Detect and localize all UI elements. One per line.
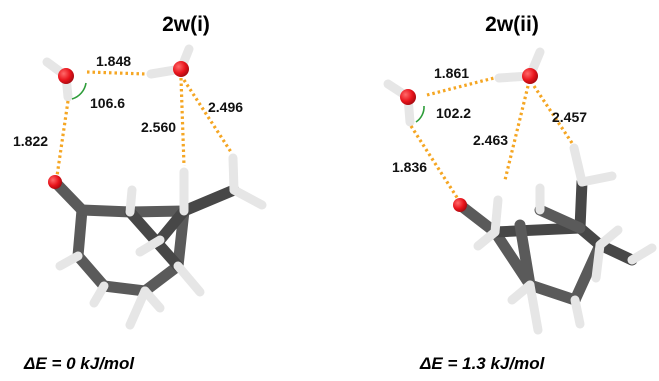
angle-label: 106.6 <box>90 95 125 111</box>
distance-label-o-h: 1.848 <box>96 53 131 69</box>
hydrogen-bonds <box>409 76 574 200</box>
water-left <box>383 79 416 127</box>
hydrogen-atoms <box>473 143 657 335</box>
hydroxyl-oxygen <box>48 175 62 189</box>
distance-label-oh-o: 1.836 <box>392 159 427 175</box>
distance-label-oh-o: 1.822 <box>13 133 48 149</box>
water-right <box>146 44 194 79</box>
panel-2w-i: 2w(i) <box>13 13 267 373</box>
distance-label-ch-1: 2.463 <box>473 132 508 148</box>
energy-label: ΔE = 1.3 kJ/mol <box>419 354 546 373</box>
angle-label: 102.2 <box>436 105 471 121</box>
panel-title: 2w(ii) <box>485 13 539 36</box>
hydrogen-atoms <box>55 153 267 330</box>
hydroxyl-oxygen <box>453 198 467 212</box>
distance-label-ch-1: 2.560 <box>141 119 176 135</box>
panel-2w-ii: 2w(ii) <box>383 13 657 373</box>
water-right <box>494 47 545 84</box>
distance-label-o-h: 1.861 <box>434 65 469 81</box>
water-left <box>42 57 74 102</box>
energy-label: ΔE = 0 kJ/mol <box>23 354 135 373</box>
hydrogen-bonds <box>55 70 233 177</box>
angle-arc <box>415 105 425 123</box>
panel-title: 2w(i) <box>162 13 210 36</box>
molecule-skeleton <box>49 176 240 297</box>
distance-label-ch-2: 2.457 <box>552 109 587 125</box>
distance-label-ch-2: 2.496 <box>208 99 243 115</box>
angle-arc <box>71 82 87 100</box>
